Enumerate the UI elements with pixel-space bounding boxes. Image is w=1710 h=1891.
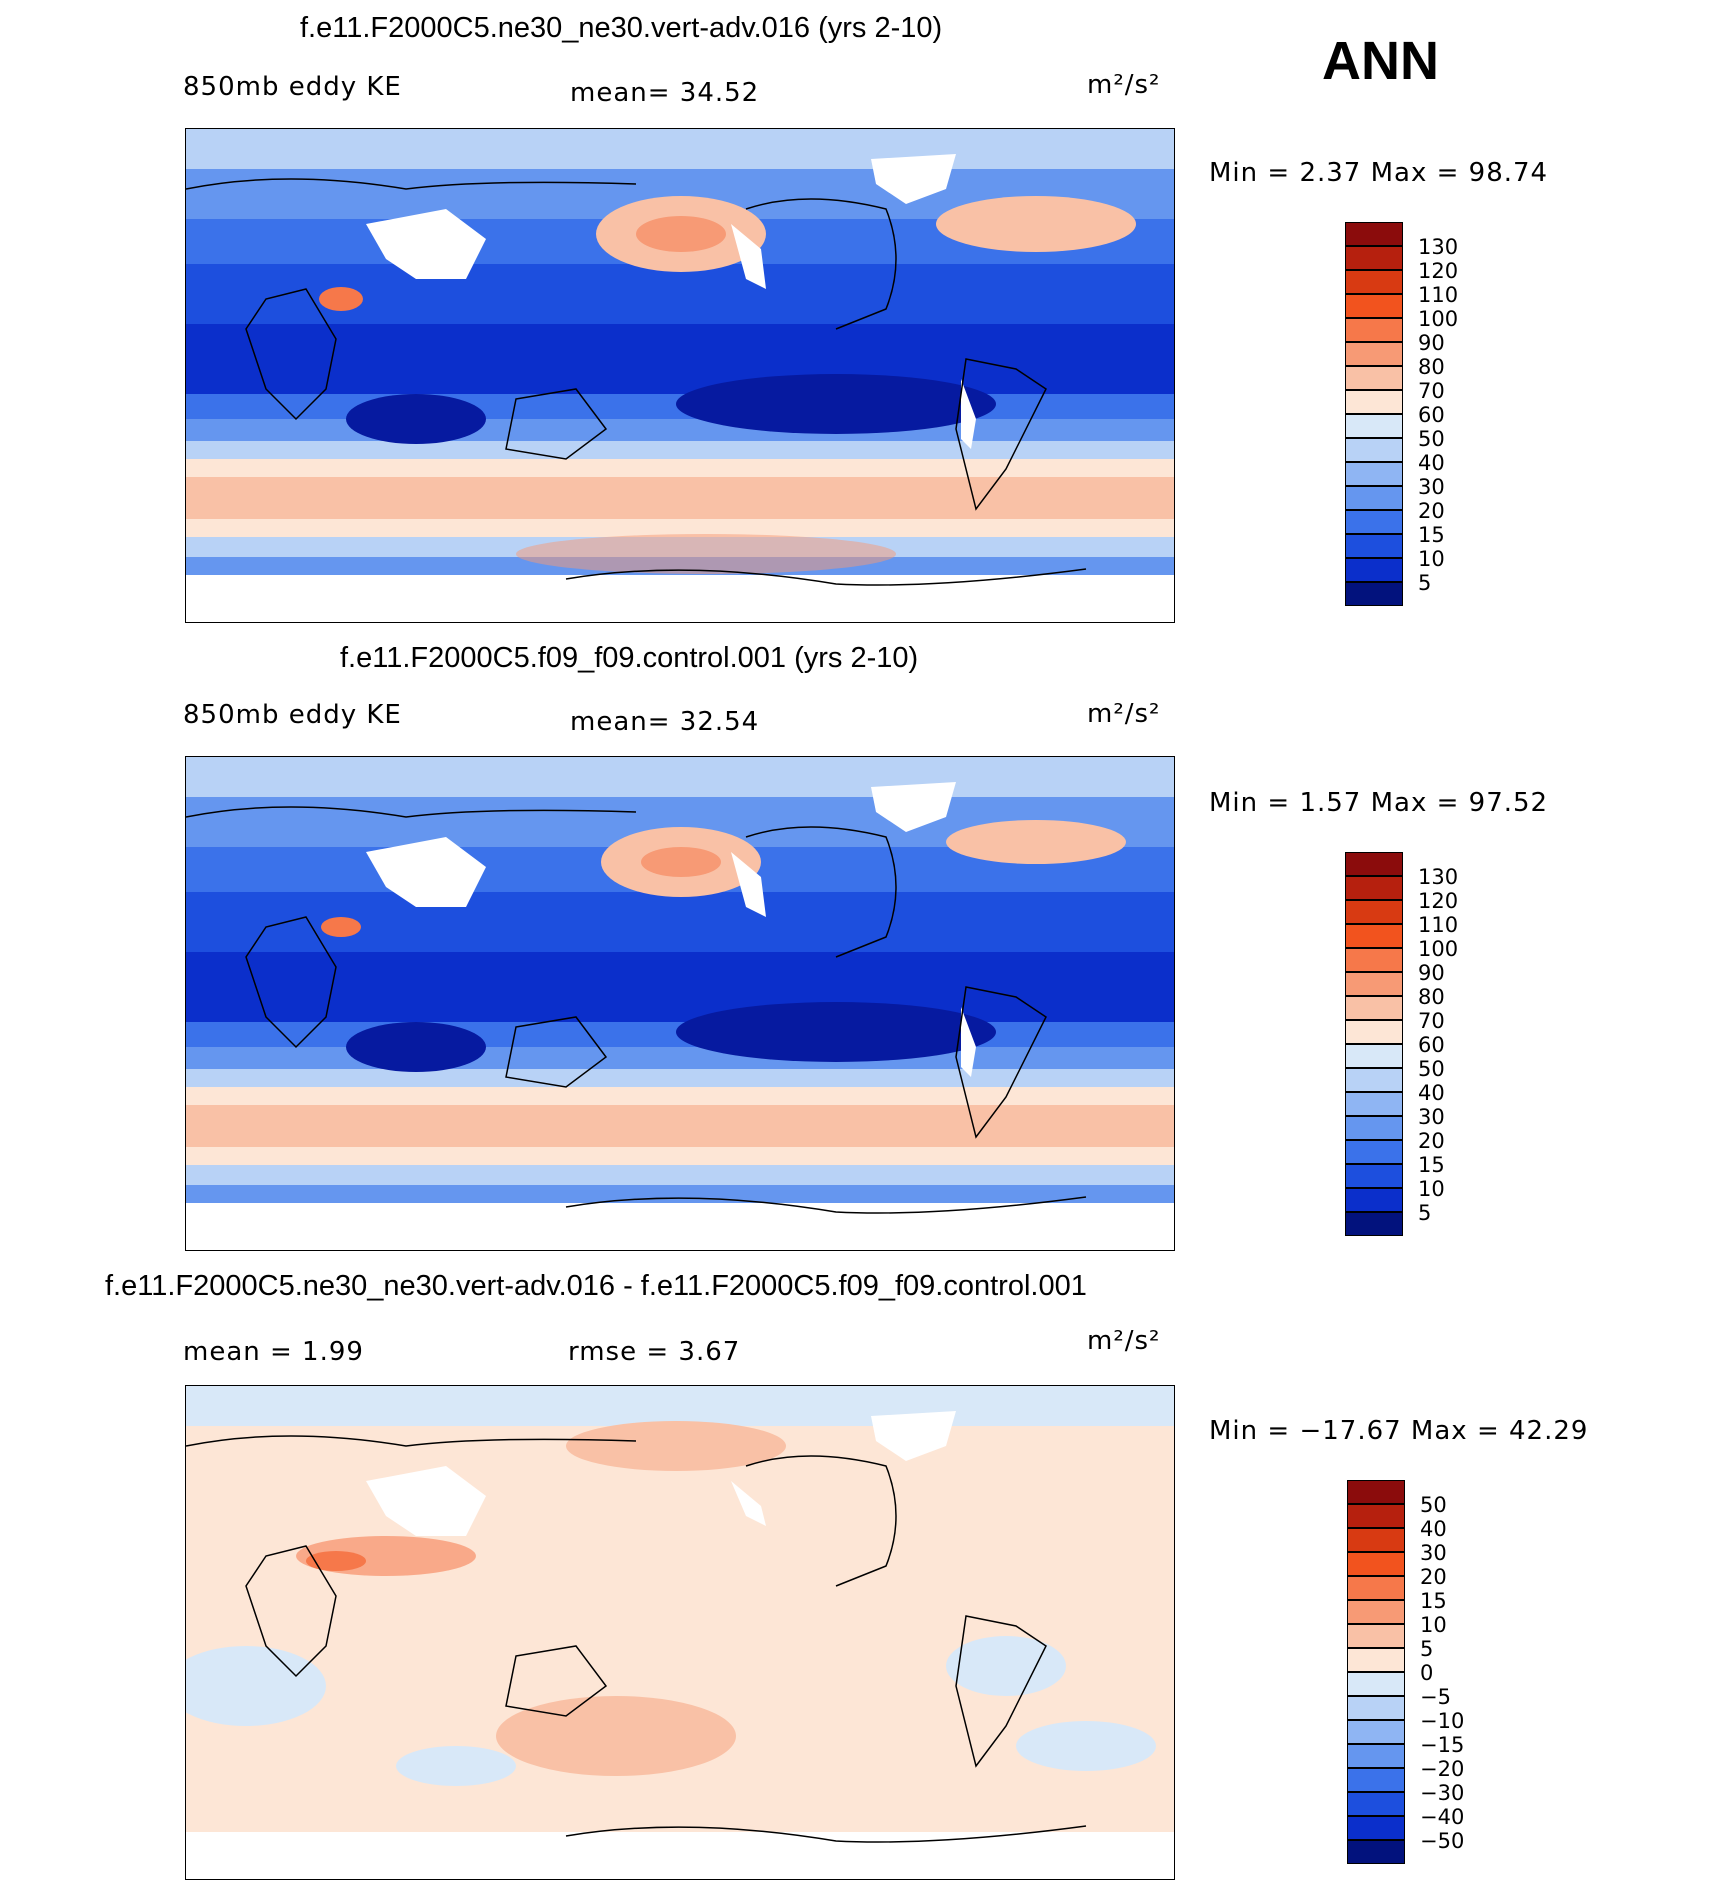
panel3-level: 0 — [1420, 1661, 1434, 1685]
panel2-title: f.e11.F2000C5.f09_f09.control.001 (yrs 2… — [340, 642, 919, 674]
panel3-level: −50 — [1420, 1829, 1465, 1853]
panel1-level: 30 — [1418, 475, 1445, 499]
panel1-colorbar — [1345, 222, 1403, 606]
panel2-level: 120 — [1418, 889, 1459, 913]
panel3-level: −20 — [1420, 1757, 1465, 1781]
panel1-level: 40 — [1418, 451, 1445, 475]
panel3-rmse: rmse = 3.67 — [568, 1337, 741, 1367]
panel1-map — [185, 128, 1175, 623]
panel2-level: 10 — [1418, 1177, 1445, 1201]
panel3-level: −40 — [1420, 1805, 1465, 1829]
panel1-level: 120 — [1418, 259, 1459, 283]
panel2-colorbar — [1345, 852, 1403, 1236]
panel1-units: m²/s² — [1087, 70, 1161, 100]
panel3-level: 30 — [1420, 1541, 1447, 1565]
panel1-level: 5 — [1418, 571, 1432, 595]
panel1-level: 90 — [1418, 331, 1445, 355]
panel2-mean: mean= 32.54 — [570, 707, 760, 737]
panel2-level: 30 — [1418, 1105, 1445, 1129]
panel2-level: 5 — [1418, 1201, 1432, 1225]
panel2-minmax: Min = 1.57 Max = 97.52 — [1209, 788, 1549, 818]
panel3-level: 20 — [1420, 1565, 1447, 1589]
panel3-mean: mean = 1.99 — [183, 1337, 364, 1367]
panel1-minmax: Min = 2.37 Max = 98.74 — [1209, 158, 1549, 188]
panel1-level: 50 — [1418, 427, 1445, 451]
panel1-level: 110 — [1418, 283, 1459, 307]
panel1-level: 130 — [1418, 235, 1459, 259]
panel3-level: 10 — [1420, 1613, 1447, 1637]
panel1-level: 10 — [1418, 547, 1445, 571]
panel2-level: 90 — [1418, 961, 1445, 985]
panel3-level: 50 — [1420, 1493, 1447, 1517]
panel3-level: 5 — [1420, 1637, 1434, 1661]
panel2-map-svg — [186, 757, 1174, 1250]
panel3-units: m²/s² — [1087, 1326, 1161, 1356]
panel3-map-svg — [186, 1386, 1174, 1879]
panel2-level: 20 — [1418, 1129, 1445, 1153]
panel1-mean: mean= 34.52 — [570, 78, 760, 108]
panel1-title: f.e11.F2000C5.ne30_ne30.vert-adv.016 (yr… — [300, 12, 943, 44]
panel3-level: 40 — [1420, 1517, 1447, 1541]
panel2-level: 60 — [1418, 1033, 1445, 1057]
panel1-level: 15 — [1418, 523, 1445, 547]
panel3-level: −5 — [1420, 1685, 1451, 1709]
panel1-level: 80 — [1418, 355, 1445, 379]
panel2-level: 100 — [1418, 937, 1459, 961]
panel2-units: m²/s² — [1087, 699, 1161, 729]
panel1-level: 70 — [1418, 379, 1445, 403]
panel2-variable-label: 850mb eddy KE — [183, 700, 402, 730]
panel2-level: 80 — [1418, 985, 1445, 1009]
panel1-level: 60 — [1418, 403, 1445, 427]
panel3-level: −15 — [1420, 1733, 1465, 1757]
panel1-map-svg — [186, 129, 1174, 622]
panel3-map — [185, 1385, 1175, 1880]
panel2-level: 70 — [1418, 1009, 1445, 1033]
panel3-level: 15 — [1420, 1589, 1447, 1613]
panel2-level: 40 — [1418, 1081, 1445, 1105]
panel2-level: 50 — [1418, 1057, 1445, 1081]
panel2-level: 110 — [1418, 913, 1459, 937]
season-label: ANN — [1322, 31, 1439, 91]
panel2-level: 15 — [1418, 1153, 1445, 1177]
panel2-map — [185, 756, 1175, 1251]
panel3-title: f.e11.F2000C5.ne30_ne30.vert-adv.016 - f… — [105, 1270, 1087, 1302]
panel3-level: −30 — [1420, 1781, 1465, 1805]
panel1-variable-label: 850mb eddy KE — [183, 72, 402, 102]
panel1-level: 20 — [1418, 499, 1445, 523]
panel2-level: 130 — [1418, 865, 1459, 889]
panel3-colorbar — [1347, 1480, 1405, 1864]
panel3-level: −10 — [1420, 1709, 1465, 1733]
panel3-minmax: Min = −17.67 Max = 42.29 — [1209, 1416, 1589, 1446]
panel1-level: 100 — [1418, 307, 1459, 331]
